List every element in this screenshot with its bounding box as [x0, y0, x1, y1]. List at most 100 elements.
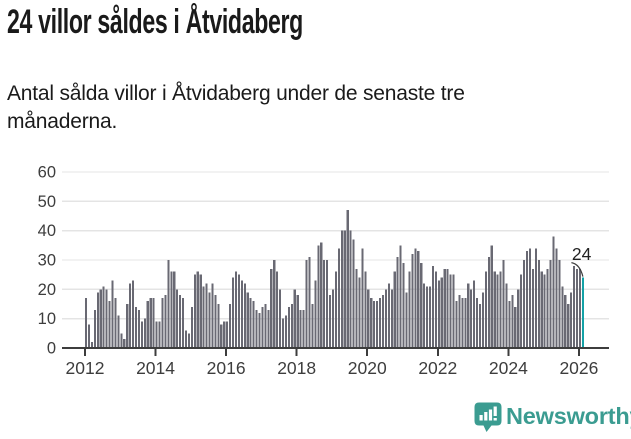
- bar: [543, 274, 546, 348]
- bar: [358, 277, 361, 348]
- bar: [243, 283, 246, 348]
- bar: [508, 301, 511, 348]
- bar: [440, 277, 443, 348]
- bar: [573, 265, 576, 348]
- bar: [152, 298, 155, 348]
- bar: [417, 251, 420, 348]
- bar: [449, 274, 452, 348]
- bar: [446, 268, 449, 348]
- bar: [431, 265, 435, 348]
- bar: [264, 304, 267, 348]
- bar: [293, 289, 296, 348]
- bar: [346, 210, 349, 348]
- bar: [531, 268, 534, 348]
- bar: [458, 295, 461, 348]
- bar: [179, 295, 182, 348]
- bar: [308, 257, 311, 348]
- bar: [340, 230, 343, 348]
- bar: [161, 298, 164, 348]
- bar: [423, 283, 426, 348]
- bar: [85, 298, 88, 348]
- bar: [549, 260, 552, 348]
- x-axis-tick-label: 2024: [489, 358, 528, 378]
- bar: [120, 333, 123, 348]
- bar: [520, 274, 523, 348]
- bar: [102, 286, 105, 348]
- bar: [305, 260, 308, 348]
- bar: [505, 283, 508, 348]
- bar: [220, 324, 223, 348]
- bar: [552, 236, 555, 348]
- bar: [499, 271, 502, 348]
- bar: [237, 274, 240, 348]
- bar: [470, 289, 473, 348]
- bar: [311, 304, 314, 348]
- bar: [526, 251, 529, 348]
- bar: [452, 274, 455, 348]
- x-axis-tick-label: 2016: [207, 358, 246, 378]
- bar: [329, 295, 332, 348]
- bar: [87, 324, 91, 348]
- bar: [481, 292, 484, 348]
- bar: [370, 298, 373, 348]
- bar: [190, 306, 193, 348]
- bar: [176, 289, 179, 348]
- x-axis: 2012 2014 2016 2018 2020 2022 2024 2026: [62, 346, 609, 378]
- y-axis-labels: 0 10 20 30 40 50 60: [38, 164, 56, 358]
- bar: [461, 298, 464, 348]
- bar: [379, 298, 382, 348]
- newsworthy-bar-chart-bubble-icon: [474, 402, 502, 432]
- x-axis-tick-label: 2022: [418, 358, 457, 378]
- bar: [234, 271, 238, 348]
- bar: [534, 248, 537, 348]
- bar: [376, 301, 379, 348]
- bar: [323, 260, 326, 348]
- bar: [511, 295, 514, 348]
- bar: [158, 321, 161, 348]
- bar: [381, 295, 385, 348]
- bar: [302, 309, 305, 348]
- x-axis-tick-label: 2014: [136, 358, 175, 378]
- bar: [426, 286, 429, 348]
- bar: [493, 271, 496, 348]
- bar: [290, 304, 293, 348]
- bar: [558, 260, 561, 348]
- brand-name: Newsworthy: [506, 403, 631, 429]
- chart-subtitle: Antal sålda villor i Åtvidaberg under de…: [7, 82, 465, 133]
- bar: [393, 271, 396, 348]
- bar: [546, 268, 549, 348]
- bar: [373, 301, 376, 348]
- bar: [420, 262, 423, 348]
- bar: [334, 271, 337, 348]
- bar: [229, 304, 232, 348]
- bar: [258, 312, 261, 348]
- bar: [578, 268, 582, 348]
- bar: [223, 321, 226, 348]
- bar: [284, 315, 288, 348]
- mini-bar-2: [484, 412, 488, 421]
- bar: [137, 309, 141, 348]
- bar: [575, 268, 579, 348]
- newsworthy-branding: Newsworthy: [474, 402, 631, 436]
- bar: [343, 230, 346, 348]
- bar: [467, 283, 470, 348]
- bar: [167, 260, 170, 348]
- bar: [299, 309, 302, 348]
- y-axis-tick-label: 30: [38, 252, 56, 270]
- bar: [134, 306, 138, 348]
- bar: [523, 260, 526, 348]
- bar: [173, 271, 176, 348]
- bar: [99, 289, 102, 348]
- bar: [443, 268, 446, 348]
- y-axis-tick-label: 50: [38, 193, 56, 211]
- bar: [476, 298, 479, 348]
- bar: [149, 298, 152, 348]
- bar: [364, 271, 367, 348]
- bar: [240, 280, 243, 348]
- bar: [211, 283, 214, 348]
- bar: [196, 271, 199, 348]
- bar: [287, 306, 290, 348]
- bar: [273, 260, 276, 348]
- bar: [326, 260, 329, 348]
